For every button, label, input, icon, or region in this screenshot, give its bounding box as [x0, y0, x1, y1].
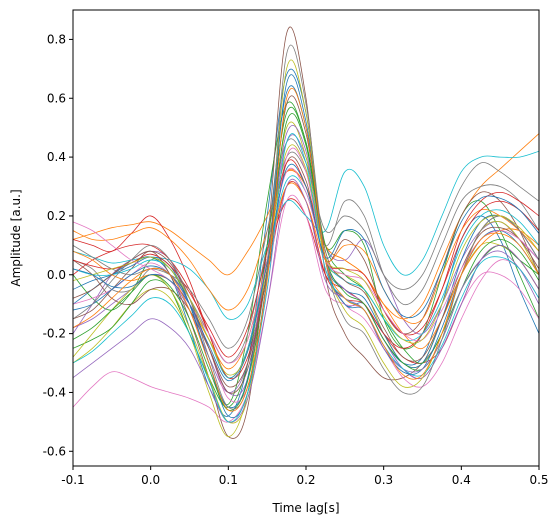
series-layer — [73, 26, 539, 439]
x-tick-label: 0.1 — [219, 473, 238, 487]
series-line-17 — [73, 147, 539, 403]
series-line-16 — [73, 156, 539, 388]
y-tick-label: 0.0 — [47, 268, 66, 282]
series-line-31 — [73, 163, 539, 382]
x-tick-label: 0.5 — [529, 473, 548, 487]
y-tick-label: 0.4 — [47, 150, 66, 164]
x-tick-label: 0.3 — [374, 473, 393, 487]
y-axis: -0.6 -0.4 -0.2 0.0 0.2 0.4 0.6 0.8 — [43, 32, 73, 458]
y-tick-label: 0.2 — [47, 209, 66, 223]
series-line-28 — [73, 44, 539, 410]
x-tick-label: -0.1 — [61, 473, 84, 487]
y-tick-label: 0.8 — [47, 32, 66, 46]
x-tick-label: 0.0 — [141, 473, 160, 487]
y-tick-label: -0.4 — [43, 385, 66, 399]
series-line-25 — [73, 178, 539, 423]
x-axis-label: Time lag[s] — [271, 501, 339, 515]
y-tick-label: -0.6 — [43, 444, 66, 458]
x-axis: -0.1 0.0 0.1 0.2 0.3 0.4 0.5 — [61, 466, 549, 487]
y-tick-label: -0.2 — [43, 327, 66, 341]
x-tick-label: 0.4 — [452, 473, 471, 487]
series-line-30 — [73, 133, 539, 423]
y-axis-label: Amplitude [a.u.] — [9, 189, 23, 286]
series-line-32 — [73, 87, 539, 412]
series-line-29 — [73, 144, 539, 376]
y-tick-label: 0.6 — [47, 91, 66, 105]
x-tick-label: 0.2 — [296, 473, 315, 487]
